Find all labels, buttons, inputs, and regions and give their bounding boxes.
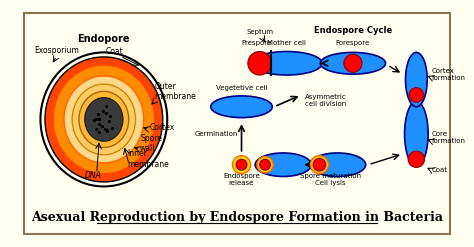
Circle shape xyxy=(236,159,247,170)
Text: Core
formation: Core formation xyxy=(432,131,466,144)
Ellipse shape xyxy=(405,101,428,166)
Text: Asymmetric
cell division: Asymmetric cell division xyxy=(305,94,346,107)
Text: Endospore
release: Endospore release xyxy=(223,173,260,185)
Text: Coat: Coat xyxy=(106,47,124,56)
Text: Endopore: Endopore xyxy=(78,34,130,43)
Text: DNA: DNA xyxy=(84,171,101,180)
Text: Cortex: Cortex xyxy=(149,123,174,132)
Text: Asexual Reproduction by Endospore Formation in Bacteria: Asexual Reproduction by Endospore Format… xyxy=(31,211,443,224)
Text: Outer
membrane: Outer membrane xyxy=(155,82,196,102)
Ellipse shape xyxy=(85,98,123,141)
Circle shape xyxy=(248,51,272,75)
Ellipse shape xyxy=(310,153,365,177)
Ellipse shape xyxy=(72,84,136,155)
Text: Forespore: Forespore xyxy=(336,40,370,46)
Text: Cortex
formation: Cortex formation xyxy=(432,68,466,81)
Text: Exosporium: Exosporium xyxy=(34,46,79,55)
Text: Spore
wall: Spore wall xyxy=(140,134,162,153)
Text: Germination: Germination xyxy=(194,131,238,137)
Ellipse shape xyxy=(405,52,427,107)
Text: Septum: Septum xyxy=(246,29,273,35)
Ellipse shape xyxy=(45,57,163,182)
Text: Inner
membrane: Inner membrane xyxy=(128,149,169,168)
Circle shape xyxy=(232,156,251,174)
Text: Endospore Cycle: Endospore Cycle xyxy=(314,26,392,35)
Text: Mother cell: Mother cell xyxy=(267,40,306,46)
Ellipse shape xyxy=(255,153,311,177)
Ellipse shape xyxy=(211,96,273,118)
Circle shape xyxy=(260,159,271,170)
Circle shape xyxy=(409,88,424,102)
Text: Prespore: Prespore xyxy=(241,40,271,46)
Ellipse shape xyxy=(252,51,322,75)
Circle shape xyxy=(344,54,362,72)
Text: Spore maturation
Cell lysis: Spore maturation Cell lysis xyxy=(300,173,361,185)
Text: Coat: Coat xyxy=(432,167,448,173)
Text: Vegetetive cell: Vegetetive cell xyxy=(216,85,267,91)
Ellipse shape xyxy=(320,52,385,74)
Ellipse shape xyxy=(53,65,155,174)
Circle shape xyxy=(313,158,326,171)
FancyBboxPatch shape xyxy=(24,13,450,234)
Ellipse shape xyxy=(79,91,129,147)
Ellipse shape xyxy=(64,76,144,163)
Circle shape xyxy=(408,151,425,167)
Circle shape xyxy=(257,157,273,173)
Circle shape xyxy=(310,156,328,174)
